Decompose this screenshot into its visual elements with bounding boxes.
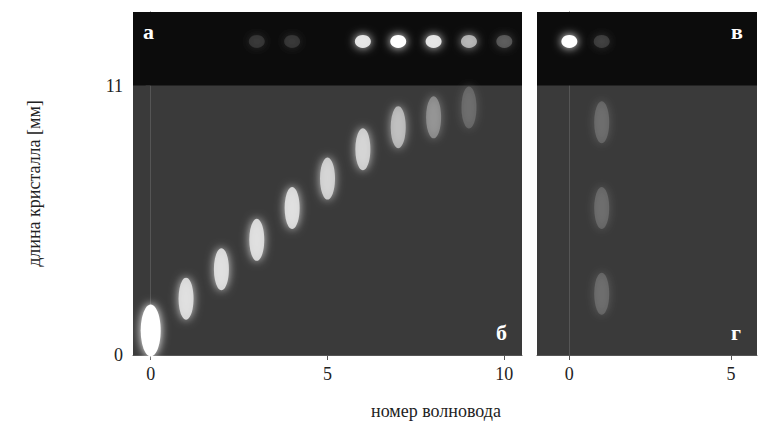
svg-text:номер волновода: номер волновода — [371, 401, 501, 421]
svg-text:5: 5 — [323, 364, 332, 384]
svg-text:г: г — [731, 320, 741, 345]
svg-text:11: 11 — [106, 76, 123, 96]
svg-text:б: б — [496, 320, 507, 345]
svg-text:10: 10 — [495, 364, 513, 384]
svg-text:0: 0 — [565, 364, 574, 384]
svg-text:длина кристалла [мм]: длина кристалла [мм] — [24, 100, 44, 267]
svg-text:5: 5 — [727, 364, 736, 384]
svg-text:0: 0 — [114, 345, 123, 365]
svg-text:в: в — [731, 19, 743, 44]
svg-text:а: а — [143, 19, 154, 44]
svg-text:0: 0 — [146, 364, 155, 384]
